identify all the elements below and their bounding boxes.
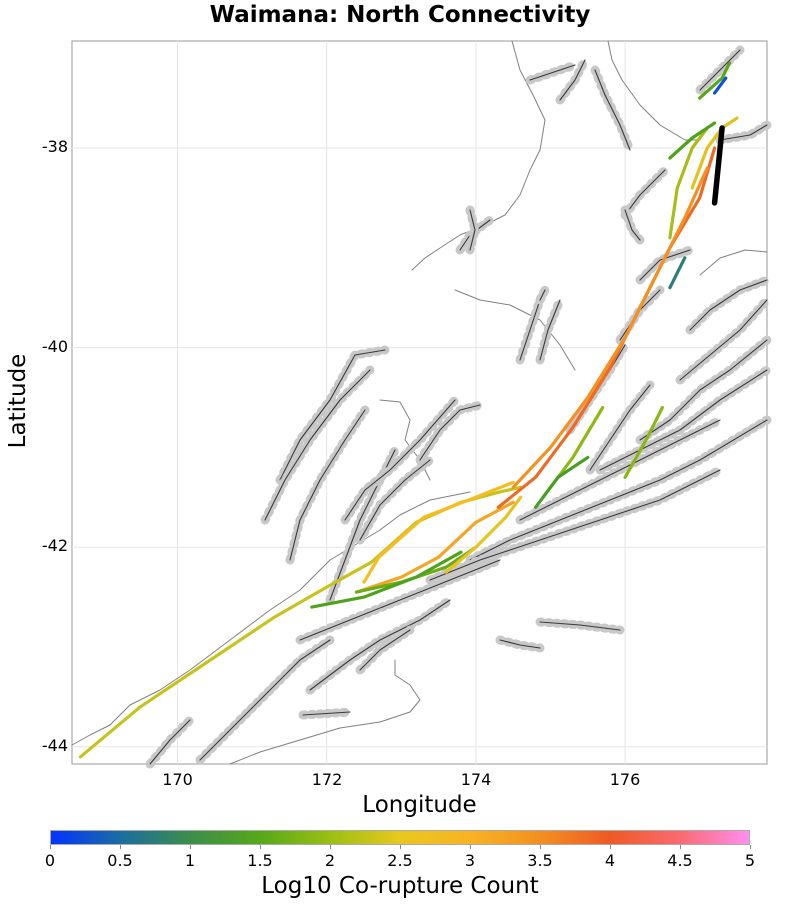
fault-trace	[149, 719, 191, 765]
connected-fault-trace	[444, 495, 523, 574]
fault-trace	[529, 64, 576, 81]
coastline-segment	[71, 491, 471, 746]
fault-plane-outline	[465, 205, 480, 255]
colorbar-tick: 5	[744, 851, 756, 870]
colorbar-tick: 4.5	[667, 851, 693, 870]
connected-fault-trace	[690, 116, 739, 190]
colorbar-tick-mark	[540, 845, 541, 849]
x-tick-172: 172	[311, 770, 343, 789]
colorbar-tick-mark	[50, 845, 51, 849]
source-fault-waimana	[711, 125, 725, 206]
fault-trace	[289, 409, 366, 561]
y-tick-44: -44	[41, 736, 68, 755]
colorbar-tick: 0	[44, 851, 56, 870]
connected-fault-trace	[668, 256, 687, 290]
x-tick-170: 170	[162, 770, 193, 789]
colorbar-tick: 2	[324, 851, 336, 870]
y-axis-label: Latitude	[5, 353, 31, 449]
fault-trace	[429, 469, 721, 581]
connected-fault-trace	[668, 126, 709, 240]
colorbar-tick: 3.5	[527, 851, 553, 870]
coastline-segment	[607, 40, 701, 141]
fault-trace	[689, 279, 768, 331]
coastline-segment	[454, 289, 576, 371]
fault-trace	[699, 49, 741, 91]
connected-fault-trace	[511, 166, 709, 489]
fault-trace	[264, 369, 371, 521]
fault-trace	[639, 339, 768, 441]
connected-fault-traces	[78, 61, 739, 759]
connected-fault-trace	[668, 121, 717, 160]
colorbar-tick-mark	[120, 845, 121, 849]
fault-trace	[594, 69, 631, 151]
coastline	[71, 40, 768, 765]
x-tick-174: 174	[460, 770, 492, 789]
coastline-segment	[699, 249, 768, 276]
fault-trace	[279, 349, 386, 481]
fault-trace	[624, 209, 641, 241]
colorbar-tick: 4	[604, 851, 616, 870]
y-tick-40: -40	[41, 337, 68, 356]
fault-trace	[499, 639, 541, 649]
connected-fault-trace	[712, 76, 728, 95]
fault-trace	[559, 59, 586, 101]
fault-trace	[624, 169, 666, 216]
connected-fault-trace	[533, 455, 590, 509]
connected-fault-trace	[362, 480, 515, 584]
colorbar-tick-mark	[750, 845, 751, 849]
fault-trace	[599, 369, 768, 471]
fault-trace	[519, 419, 721, 521]
colorbar-tick: 3	[464, 851, 476, 870]
colorbar-label: Log10 Co-rupture Count	[261, 873, 539, 899]
fault-trace	[719, 124, 768, 141]
fault-trace	[309, 599, 451, 691]
colorbar-tick: 0.5	[107, 851, 133, 870]
fault-trace	[539, 289, 546, 301]
fault-trace	[469, 209, 476, 251]
fault-trace	[299, 559, 501, 641]
coastline-segment	[411, 40, 546, 271]
fault-trace	[539, 621, 621, 631]
colorbar-tick-mark	[330, 845, 331, 849]
colorbar-tick-mark	[680, 845, 681, 849]
fault-trace	[359, 459, 431, 541]
connected-fault-trace	[354, 500, 515, 594]
colorbar-tick: 1	[184, 851, 196, 870]
connected-fault-trace	[310, 550, 463, 609]
coastline-segment	[229, 659, 421, 765]
fault-trace	[344, 399, 456, 521]
connected-fault-trace	[623, 405, 665, 479]
colorbar-tick-mark	[260, 845, 261, 849]
colorbar	[50, 830, 750, 845]
x-tick-176: 176	[609, 770, 641, 789]
x-axis-label: Longitude	[362, 792, 477, 818]
colorbar-tick-mark	[400, 845, 401, 849]
fault-trace	[419, 404, 481, 461]
colorbar-tick: 1.5	[247, 851, 273, 870]
plot-frame	[71, 40, 768, 765]
fault-trace	[589, 384, 651, 471]
fault-trace	[679, 299, 768, 381]
colorbar-tick-mark	[610, 845, 611, 849]
colorbar-tick-mark	[190, 845, 191, 849]
y-tick-42: -42	[41, 536, 68, 555]
fault-trace	[469, 419, 768, 561]
fault-trace	[359, 629, 411, 671]
fault-trace	[639, 249, 691, 281]
fault-trace	[199, 669, 291, 761]
y-tick-38: -38	[41, 137, 68, 156]
connected-fault-trace	[698, 61, 732, 100]
fault-trace	[302, 711, 351, 716]
chart-title: Waimana: North Connectivity	[209, 2, 591, 28]
fault-trace	[539, 299, 561, 361]
colorbar-tick-mark	[470, 845, 471, 849]
colorbar-tick: 2.5	[387, 851, 413, 870]
